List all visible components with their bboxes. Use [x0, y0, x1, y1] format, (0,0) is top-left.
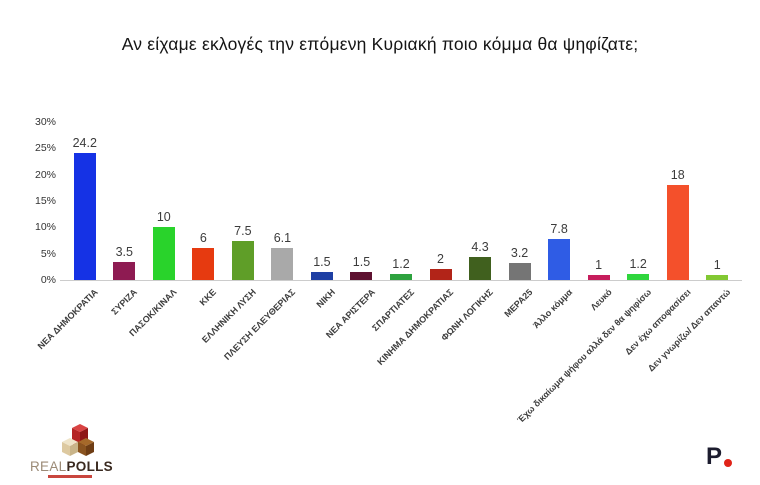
x-axis-category-label: ΠΛΕΥΣΗ ΕΛΕΥΘΕΡΙΑΣ: [222, 287, 298, 362]
bar-value-label: 18: [670, 168, 685, 183]
chart-title: Αν είχαμε εκλογές την επόμενη Κυριακή πο…: [121, 34, 639, 54]
realpolls-logo: REALPOLLS: [30, 422, 140, 478]
bar: [231, 240, 254, 280]
y-axis-tick-label: 15%: [34, 195, 56, 207]
x-axis-category-label: ΝΕΑ ΔΗΜΟΚΡΑΤΙΑ: [35, 287, 100, 352]
x-axis-category-label: Λευκό: [588, 287, 614, 313]
y-axis-tick-label: 5%: [40, 247, 56, 260]
bar: [469, 257, 492, 280]
realpolls-tagline-strip: [48, 475, 92, 478]
p-logo-letter: P: [705, 443, 722, 470]
realpolls-wordmark-polls: POLLS: [66, 459, 113, 474]
p-logo: P: [706, 445, 732, 469]
bar: [587, 274, 610, 280]
bar: [508, 263, 531, 280]
x-axis-category-label: Δεν έχω αποφασίσει: [623, 287, 693, 357]
y-axis-tick-label: 30%: [34, 116, 56, 128]
bar: [73, 152, 96, 280]
bar-value-label: 2: [437, 252, 444, 267]
x-axis-category-label: Δεν γνωρίζω/ Δεν απαντώ: [645, 287, 733, 374]
bar: [429, 269, 452, 280]
x-axis-category-label: ΜΕΡΑ25: [502, 287, 535, 320]
bar-value-label: 1: [713, 257, 721, 272]
y-axis-tick-label: 25%: [34, 142, 56, 155]
y-axis-tick-label: 20%: [34, 168, 56, 181]
bar: [192, 248, 215, 280]
bar-value-label: 1: [595, 257, 603, 272]
bar: [706, 274, 729, 280]
x-axis-category-label: ΚΚΕ: [197, 287, 219, 308]
bar-value-label: 6.1: [273, 230, 292, 245]
x-axis-baseline: [60, 280, 742, 281]
bar: [627, 273, 650, 280]
x-axis-category-label: ΚΙΝΗΜΑ ΔΗΜΟΚΡΑΤΙΑΣ: [375, 287, 456, 367]
bar-value-label: 24.2: [72, 135, 97, 150]
bar-value-label: 1.2: [629, 256, 647, 271]
bar: [310, 272, 333, 280]
bar-value-label: 1.2: [392, 256, 410, 271]
bar-value-label: 6: [199, 231, 207, 246]
bar: [152, 227, 175, 280]
bar-value-label: 1.5: [313, 255, 331, 270]
x-axis-category-label: Άλλο κόμμα: [530, 287, 575, 331]
bar: [113, 261, 136, 280]
bar-value-label: 7.8: [550, 221, 568, 236]
bar-value-label: 7.5: [234, 223, 252, 238]
bar-value-label: 10: [156, 210, 171, 225]
y-axis-tick-label: 0%: [40, 274, 56, 286]
y-axis-tick-label: 10%: [34, 221, 56, 234]
bar-value-label: 3.5: [115, 244, 133, 259]
x-axis-category-label: Έχω δικαίωμα ψήφου αλλά δεν θα ψηφίσω: [515, 287, 654, 425]
realpolls-wordmark-real: REAL: [30, 459, 67, 474]
bar: [350, 272, 373, 280]
p-logo-dot-icon: [724, 459, 732, 467]
bar-value-label: 3.2: [510, 246, 529, 261]
bar-value-label: 4.3: [471, 240, 489, 255]
bar: [548, 238, 571, 280]
bar-value-label: 1.5: [352, 255, 371, 270]
x-axis-category-label: ΣΥΡΙΖΑ: [109, 287, 140, 317]
bar: [271, 247, 294, 280]
realpolls-wordmark: REALPOLLS: [30, 459, 140, 474]
x-axis-category-label: ΝΙΚΗ: [314, 287, 338, 310]
bar: [666, 185, 689, 280]
realpolls-cubes-icon: [62, 424, 94, 456]
bar: [390, 273, 412, 280]
